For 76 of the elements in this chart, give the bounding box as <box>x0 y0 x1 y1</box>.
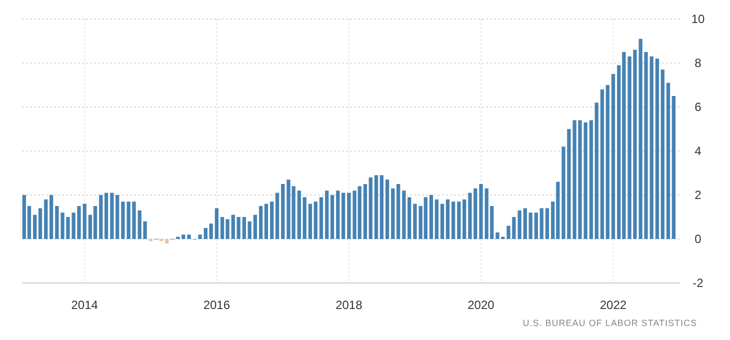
bar <box>606 85 610 239</box>
bar <box>672 96 676 239</box>
bar <box>540 208 544 239</box>
bar <box>330 195 334 239</box>
bar <box>374 175 378 239</box>
bar <box>38 208 42 239</box>
bar <box>408 197 412 239</box>
x-tick-label: 2020 <box>468 298 495 312</box>
y-tick-label: 4 <box>694 144 702 158</box>
bar <box>275 192 280 239</box>
x-tick-label: 2016 <box>203 298 230 312</box>
bar <box>44 199 48 239</box>
bar <box>429 195 434 239</box>
bar <box>99 195 103 239</box>
bar <box>479 184 483 239</box>
y-tick-label: 6 <box>694 100 702 114</box>
bar <box>314 202 318 239</box>
bar <box>258 206 263 239</box>
bar <box>242 217 246 239</box>
y-tick-label: -2 <box>692 276 704 290</box>
bar <box>650 56 654 239</box>
bar <box>380 175 384 239</box>
y-tick-label: 0 <box>694 232 702 246</box>
bar <box>104 192 108 239</box>
bar <box>264 204 268 239</box>
bar <box>660 70 664 239</box>
bar <box>518 210 522 239</box>
bar <box>187 234 191 239</box>
bar <box>462 199 466 239</box>
bar <box>248 221 252 239</box>
bar <box>655 58 660 239</box>
text: U.S. BUREAU OF LABOR STATISTICS <box>522 318 697 328</box>
bar <box>297 190 301 239</box>
bar <box>33 214 37 239</box>
bar <box>589 120 593 239</box>
bar <box>368 177 372 239</box>
bar <box>391 188 395 239</box>
bar <box>319 197 324 239</box>
bar <box>55 206 59 239</box>
bar <box>594 102 598 239</box>
bar <box>451 202 456 239</box>
bar <box>385 180 390 239</box>
x-tick-label: 2022 <box>600 298 627 312</box>
bar <box>434 199 438 239</box>
bar <box>534 212 538 239</box>
bar <box>110 192 114 239</box>
bar <box>666 82 670 239</box>
bar <box>402 190 406 239</box>
bar <box>600 89 604 239</box>
bar <box>440 204 444 239</box>
bar <box>325 190 329 239</box>
bar <box>198 234 202 239</box>
bar <box>347 192 351 239</box>
y-tick-label: 10 <box>691 12 705 26</box>
bar <box>281 184 285 239</box>
bar <box>49 195 54 239</box>
bar <box>545 208 550 239</box>
bar <box>396 184 400 239</box>
bar <box>116 195 120 239</box>
bar <box>82 204 86 239</box>
y-tick-label: 2 <box>694 188 702 202</box>
x-tick-label: 2014 <box>71 298 98 312</box>
bar <box>341 192 346 239</box>
bar <box>457 202 461 239</box>
bar <box>253 214 258 239</box>
bar <box>302 197 306 239</box>
bar <box>214 208 218 239</box>
bar <box>336 190 340 239</box>
bar <box>165 239 169 244</box>
bar <box>446 199 450 239</box>
bar <box>363 184 368 239</box>
bar <box>611 74 616 239</box>
y-tick-label: 8 <box>694 56 702 70</box>
bar <box>270 202 274 239</box>
x-tick-label: 2018 <box>336 298 363 312</box>
bar <box>308 204 312 239</box>
